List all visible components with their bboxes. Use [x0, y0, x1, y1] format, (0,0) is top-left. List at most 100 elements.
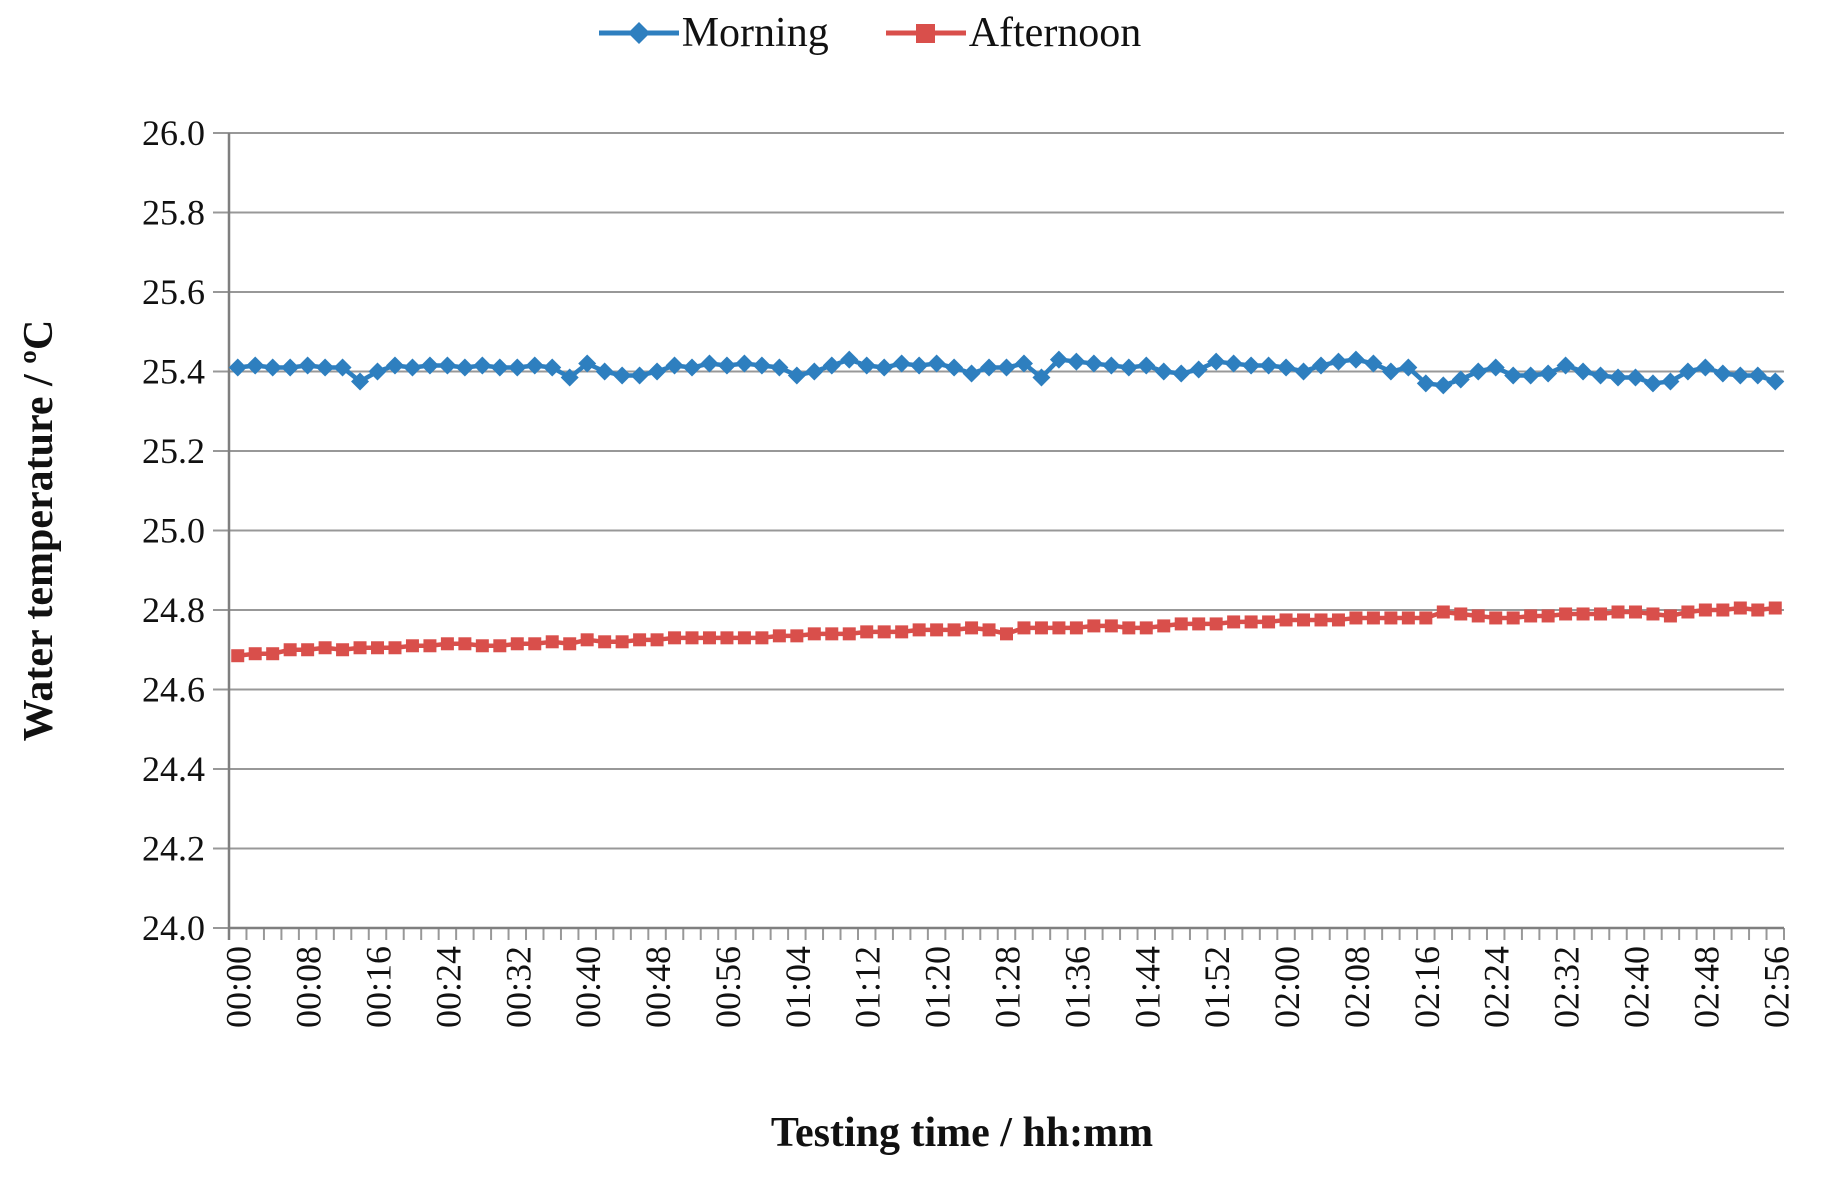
afternoon-data-point: [440, 637, 454, 651]
x-tick-label: 01:20: [918, 946, 958, 1028]
morning-data-point: [752, 356, 771, 375]
morning-data-point: [717, 356, 736, 375]
afternoon-data-point: [1733, 601, 1747, 615]
afternoon-data-point: [1192, 617, 1206, 631]
morning-data-point: [263, 358, 282, 377]
morning-data-point: [648, 362, 667, 381]
afternoon-data-point: [1034, 621, 1048, 635]
morning-data-point: [1329, 352, 1348, 371]
afternoon-data-point: [1384, 611, 1398, 625]
morning-data-point: [770, 358, 789, 377]
afternoon-data-point: [1768, 601, 1782, 615]
morning-data-point: [508, 358, 527, 377]
morning-data-point: [1346, 350, 1365, 369]
afternoon-data-point: [1489, 611, 1503, 625]
afternoon-data-point: [633, 633, 647, 647]
morning-data-point: [1451, 370, 1470, 389]
afternoon-data-point: [1506, 611, 1520, 625]
afternoon-data-point: [1122, 621, 1136, 635]
afternoon-data-point: [1454, 607, 1468, 621]
afternoon-data-point: [1069, 621, 1083, 635]
x-tick-label: 01:04: [778, 946, 818, 1028]
afternoon-data-point: [1349, 611, 1363, 625]
afternoon-data-point: [1314, 613, 1328, 627]
x-tick-label: 00:24: [428, 946, 468, 1028]
afternoon-data-point: [895, 625, 909, 639]
x-tick-label: 01:44: [1127, 946, 1167, 1028]
afternoon-data-point: [930, 623, 944, 637]
afternoon-data-point: [1751, 603, 1765, 617]
x-axis-title: Testing time / hh:mm: [771, 1110, 1153, 1156]
morning-data-point: [1102, 356, 1121, 375]
afternoon-data-point: [825, 627, 839, 641]
morning-data-point: [1207, 352, 1226, 371]
x-tick-label: 00:32: [498, 946, 538, 1028]
morning-data-point: [1294, 362, 1313, 381]
morning-data-point: [1381, 362, 1400, 381]
x-tick-label: 01:28: [988, 946, 1028, 1028]
afternoon-data-point: [1628, 605, 1642, 619]
afternoon-data-point: [1611, 605, 1625, 619]
morning-data-point: [1696, 358, 1715, 377]
y-tick-label: 24.2: [142, 829, 205, 869]
y-axis-title: Water temperature / ºC: [16, 320, 62, 742]
x-tick-label: 02:40: [1616, 946, 1656, 1028]
morning-data-point: [787, 366, 806, 385]
morning-data-point: [1643, 374, 1662, 393]
morning-data-point: [403, 358, 422, 377]
y-tick-label: 25.4: [142, 352, 205, 392]
morning-data-point: [1049, 350, 1068, 369]
afternoon-data-point: [1297, 613, 1311, 627]
x-tick-label: 01:36: [1057, 946, 1097, 1028]
afternoon-data-point: [1576, 607, 1590, 621]
morning-data-point: [1119, 358, 1138, 377]
afternoon-data-point: [388, 641, 402, 655]
afternoon-data-point: [1174, 617, 1188, 631]
morning-data-point: [1399, 358, 1418, 377]
morning-data-point: [1469, 362, 1488, 381]
morning-data-point: [1678, 362, 1697, 381]
morning-data-point: [490, 358, 509, 377]
morning-data-point: [595, 362, 614, 381]
morning-data-point: [1084, 354, 1103, 373]
x-tick-label: 02:48: [1686, 946, 1726, 1028]
morning-data-point: [1609, 368, 1628, 387]
afternoon-data-point: [1436, 605, 1450, 619]
morning-data-point: [700, 354, 719, 373]
morning-data-point: [455, 358, 474, 377]
morning-data-point: [560, 368, 579, 387]
morning-data-point: [281, 358, 300, 377]
morning-data-point: [578, 354, 597, 373]
afternoon-data-point: [772, 629, 786, 643]
x-tick-label: 02:24: [1477, 946, 1517, 1028]
afternoon-data-point: [1401, 611, 1415, 625]
morning-data-point: [875, 358, 894, 377]
afternoon-data-point: [1000, 627, 1013, 641]
afternoon-data-point: [1157, 619, 1171, 633]
x-tick-label: 02:56: [1756, 946, 1796, 1028]
y-tick-label: 24.6: [142, 670, 205, 710]
morning-data-point: [945, 358, 964, 377]
afternoon-data-point: [580, 633, 594, 647]
afternoon-data-point: [668, 631, 682, 645]
afternoon-data-point: [1227, 615, 1241, 629]
x-tick-label: 02:00: [1267, 946, 1307, 1028]
afternoon-data-point: [1698, 603, 1712, 617]
legend-item-afternoon: Afternoon: [885, 12, 1141, 54]
morning-data-point: [1591, 366, 1610, 385]
afternoon-data-point: [423, 639, 437, 653]
afternoon-data-point: [1209, 617, 1223, 631]
afternoon-data-point: [1104, 619, 1118, 633]
morning-data-point: [1556, 356, 1575, 375]
afternoon-data-point: [1716, 603, 1730, 617]
afternoon-data-point: [1331, 613, 1345, 627]
y-tick-label: 26.0: [142, 113, 205, 153]
legend-item-morning: Morning: [598, 12, 829, 54]
morning-data-point: [1539, 364, 1558, 383]
morning-data-point: [1416, 374, 1435, 393]
morning-data-point: [1242, 356, 1261, 375]
y-tick-label: 25.2: [142, 431, 205, 471]
x-tick-label: 00:16: [359, 946, 399, 1028]
morning-data-point: [1277, 358, 1296, 377]
